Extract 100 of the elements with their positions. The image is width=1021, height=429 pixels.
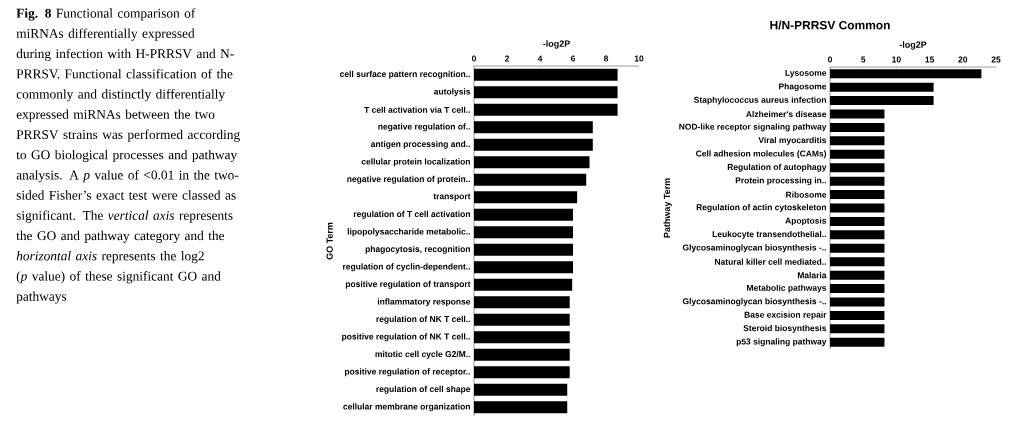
y-tick-label: Viral myocarditis [758,136,827,145]
y-tick-label: Staphylococcus aureus infection [694,96,826,105]
bar [474,296,570,309]
x-tick-label: 6 [570,55,576,62]
y-tick-label: Lysosome [785,69,827,78]
bar [830,109,885,119]
y-tick-label: regulation of cell shape [376,385,471,394]
bar [830,149,885,159]
bar [474,173,587,186]
y-axis-title: Pathway Term [663,178,672,238]
bar [474,68,618,81]
y-tick-label: negative regulation of protein.. [347,175,470,184]
y-tick-label: Cell adhesion molecules (CAMs) [696,150,827,159]
bar [474,366,570,379]
bar [830,136,885,146]
y-tick-label: cell surface pattern recognition.. [339,70,470,79]
y-tick-label: Protein processing in.. [735,177,826,186]
x-tick-label: 0 [471,55,477,62]
y-axis-title: GO Term [326,222,333,260]
y-tick-label: Metabolic pathways [747,284,827,293]
bar [474,191,578,204]
y-tick-label: Malaria [797,272,827,279]
y-tick-label: Alzheimer's disease [746,110,827,118]
x-tick-label: 0 [827,56,833,63]
bar [474,243,573,256]
bar [830,337,885,347]
bar [474,278,573,291]
y-tick-label: autolysis [434,88,471,97]
bar [474,383,568,396]
bar [830,257,885,267]
y-tick-label: Steroid biosynthesis [743,324,827,333]
bar [830,176,885,186]
bar [474,121,593,134]
y-tick-label: NOD-like receptor signaling pathway [679,123,827,132]
bar [474,331,570,344]
bar [830,203,885,213]
y-tick-label: Phagosome [779,83,827,92]
bar [830,163,885,173]
y-tick-label: cellular protein localization [361,158,470,167]
y-tick-label: antigen processing and.. [370,140,470,149]
y-tick-label: negative regulation of.. [378,123,470,132]
chart-title: H/N-PRRSV Common [770,20,890,30]
bar [474,103,618,116]
x-tick-label: 20 [958,56,968,63]
x-axis-title: -log2P [899,41,927,50]
bar [830,230,885,240]
bar [474,401,568,414]
bar [830,216,885,226]
x-tick-label: 15 [925,56,935,63]
text: Fig. 8 Functional comparison of miRNAs differentially expressed during infection with H-PRRSV and N-PRRSV. Functional classification of the commonly and distinctly differentially expressed miRNAs between the two PRRSV strains was performed according to GO biological processes and pathway analysis. A p value of <0.01 in the two-sided Fisher’s exact test were classed as significant. The vertical axis represents the GO and pathway category and the horizontal axis represents the log2 (p value) of these significant GO and pathways [16,8,240,304]
bar [830,96,934,106]
y-tick-label: regulation of NK T cell.. [376,315,470,324]
bar [474,208,573,221]
y-tick-label: phagocytosis, recognition [365,245,470,254]
bar [474,226,573,239]
x-tick-label: 5 [861,56,866,63]
x-tick-label: 2 [504,55,510,62]
y-tick-label: T cell activation via T cell.. [364,106,470,113]
bar [830,324,885,334]
x-tick-label: 4 [537,55,543,62]
y-tick-label: Leukocyte transendothelial.. [712,230,826,239]
y-tick-label: regulation of cyclin-dependent.. [343,263,470,272]
bar [830,82,934,92]
bar [474,313,570,326]
y-tick-label: Glycosaminoglycan biosynthesis -.. [682,298,826,306]
x-axis-title: -log2P [543,40,570,49]
bar [830,270,885,280]
x-tick-label: 10 [892,56,901,63]
y-tick-label: Base excision repair [744,311,827,320]
bar [474,156,590,169]
bar [830,284,885,294]
y-tick-label: p53 signaling pathway [736,338,827,347]
y-tick-label: inflammatory response [377,298,471,307]
bar [830,243,885,253]
bar [474,348,570,361]
y-tick-label: positive regulation of transport [345,280,471,289]
bar [474,86,618,99]
y-tick-label: Regulation of actin cytoskeleton [696,204,826,212]
y-tick-label: Natural killer cell mediated.. [715,258,826,265]
y-tick-label: Ribosome [786,191,827,198]
x-tick-label: 10 [634,55,644,62]
x-tick-label: 8 [603,55,609,62]
x-tick-label: 25 [991,56,1001,63]
bar [830,310,885,320]
y-tick-label: Apoptosis [785,217,827,226]
y-tick-label: transport [433,193,471,201]
y-tick-label: cellular membrane organization [343,403,470,412]
bar [830,69,982,79]
y-tick-label: Glycosaminoglycan biosynthesis -.. [682,244,826,253]
bar [830,297,885,307]
bar [474,138,593,151]
y-tick-label: positive regulation of NK T cell.. [342,333,470,342]
y-tick-label: Regulation of autophagy [727,163,827,172]
y-tick-label: mitotic cell cycle G2/M.. [375,350,470,359]
y-tick-label: positive regulation of receptor.. [344,368,470,377]
bar [474,261,573,274]
bar [830,122,885,132]
y-tick-label: regulation of T cell activation [353,210,470,219]
y-tick-label: lipopolysaccharide metabolic.. [347,228,470,237]
bar [830,190,885,200]
